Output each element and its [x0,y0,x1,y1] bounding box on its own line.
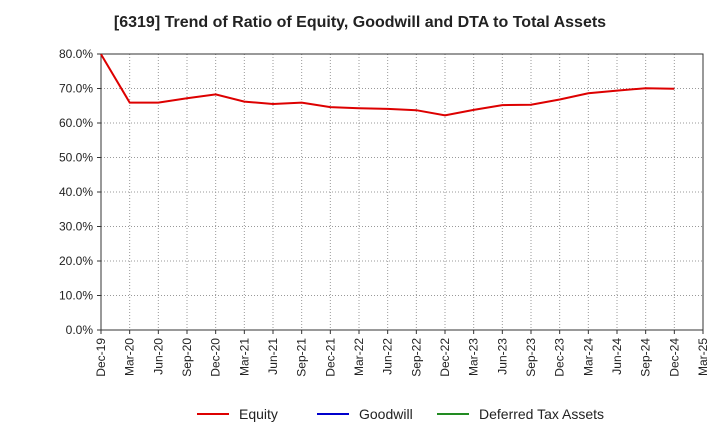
y-tick-label: 40.0% [59,185,93,199]
x-tick-label: Dec-20 [209,338,223,377]
x-tick-label: Mar-22 [352,338,366,376]
x-tick-label: Sep-23 [524,338,538,377]
y-tick-label: 50.0% [59,151,93,165]
x-tick-label: Sep-24 [639,338,653,377]
x-tick-label: Sep-22 [409,338,423,377]
x-tick-label: Jun-22 [381,338,395,375]
x-tick-label: Dec-22 [438,338,452,377]
x-tick-label: Jun-23 [495,338,509,375]
y-tick-label: 20.0% [59,254,93,268]
y-tick-label: 80.0% [59,47,93,61]
y-tick-label: 10.0% [59,289,93,303]
legend-label-equity: Equity [239,406,278,422]
x-tick-label: Jun-21 [266,338,280,375]
legend-label-deferred-tax-assets: Deferred Tax Assets [479,406,604,422]
x-tick-label: Sep-20 [180,338,194,377]
x-tick-label: Jun-20 [151,338,165,375]
x-tick-label: Dec-23 [553,338,567,377]
plot-frame [100,53,704,331]
x-tick-label: Mar-25 [696,338,710,376]
legend-label-goodwill: Goodwill [359,406,413,422]
y-tick-label: 0.0% [66,323,94,337]
y-tick-label: 70.0% [59,82,93,96]
x-tick-label: Sep-21 [295,338,309,377]
series-line-equity [100,53,675,117]
x-tick-label: Jun-24 [610,338,624,375]
x-tick-label: Mar-24 [581,338,595,376]
axis-layer: 0.0% 10.0% 20.0% 30.0% 40.0% 50.0% 60.0% 70.0% 8… [59,47,710,377]
y-tick-label: 30.0% [59,220,93,234]
grid-layer [101,53,703,330]
x-tick-label: Mar-23 [467,338,481,376]
legend-layer: Equity Goodwill Deferred Tax Assets [197,406,604,422]
x-tick-label: Dec-19 [94,338,108,377]
x-tick-label: Dec-24 [667,338,681,377]
x-tick-label: Mar-20 [123,338,137,376]
x-tick-label: Mar-21 [237,338,251,376]
y-tick-label: 60.0% [59,116,93,130]
chart-title: [6319] Trend of Ratio of Equity, Goodwil… [113,14,607,31]
series-layer [100,53,675,117]
x-tick-label: Dec-21 [323,338,337,377]
